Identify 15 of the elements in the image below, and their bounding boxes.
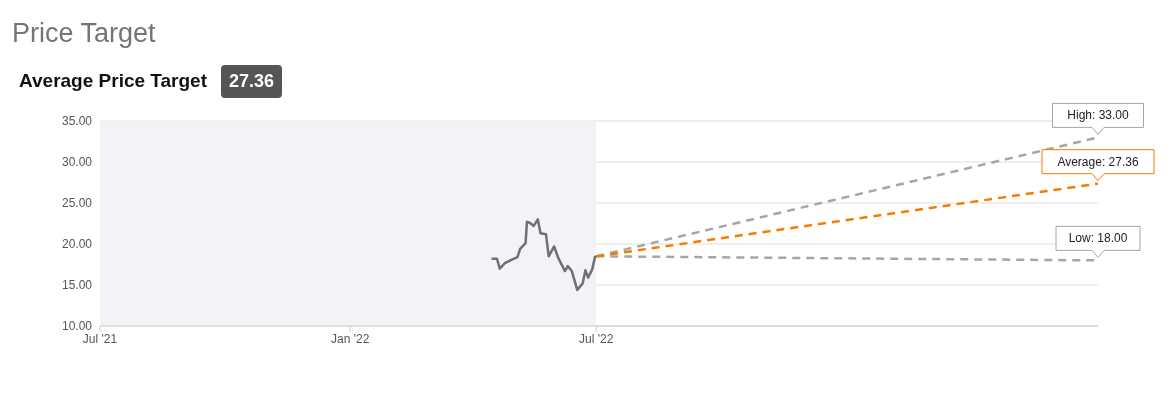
y-tick-label: 20.00 <box>61 237 93 252</box>
y-tick-label: 15.00 <box>61 278 93 293</box>
text: 27.36 <box>220 64 283 98</box>
y-tick-label: 35.00 <box>61 114 93 129</box>
x-tick-label: Jan '22 <box>331 331 370 346</box>
chart-title: Price Target <box>12 18 157 49</box>
annotation: Low: 18.00 <box>1068 231 1128 246</box>
x-tick-label: Jul '21 <box>82 331 118 346</box>
y-tick-label: 25.00 <box>61 196 93 211</box>
annotation: Average: 27.36 <box>1057 154 1139 169</box>
y-tick-label: 30.00 <box>61 155 93 170</box>
x-tick-label: Jul '22 <box>579 331 614 346</box>
chart-subtitle: Average Price Target <box>19 70 207 92</box>
annotation: High: 33.00 <box>1067 108 1130 123</box>
y-tick-label: 10.00 <box>61 319 93 334</box>
